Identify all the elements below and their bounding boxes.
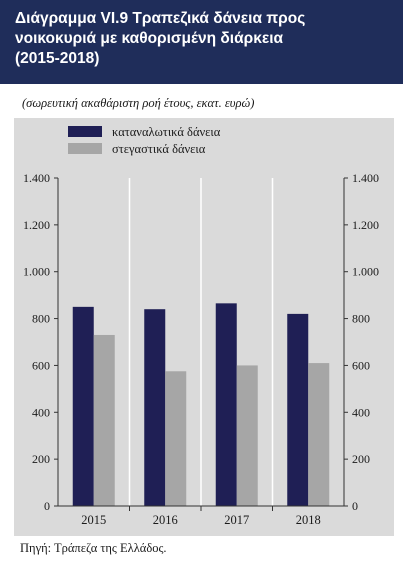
bar-consumer-2016	[144, 309, 166, 506]
y-tick-label-left: 1.000	[23, 265, 50, 279]
y-tick-label-right: 600	[352, 358, 370, 372]
bar-housing-2016	[165, 371, 187, 506]
chart-panel: 0 0 200 200 400 400 600 600 800 800 1.000 1.000 1.20…	[14, 118, 394, 536]
chart-title-line-3: (2015-2018)	[15, 50, 100, 67]
y-tick-label-right: 1.000	[352, 265, 379, 279]
chart-subtitle: (σωρευτική ακαθάριστη ροή έτους, εκατ. ε…	[22, 96, 255, 110]
y-tick-label-right: 400	[352, 405, 370, 419]
y-tick-label-left: 1.200	[23, 218, 50, 232]
y-tick-label-left: 400	[32, 405, 50, 419]
chart-title-line-1: Διάγραμμα VI.9 Τραπεζικά δάνεια προς	[15, 10, 306, 27]
legend-swatch-0	[68, 126, 102, 137]
bar-consumer-2017	[215, 303, 237, 506]
chart-header: Διάγραμμα VI.9 Τραπεζικά δάνεια προς νοι…	[0, 0, 403, 84]
y-tick-label-right: 1.200	[352, 218, 379, 232]
y-tick-label-left: 0	[44, 499, 50, 513]
legend-label-1: στεγαστικά δάνεια	[112, 142, 206, 156]
legend-label-0: καταναλωτικά δάνεια	[112, 125, 221, 139]
x-tick-label-2017: 2017	[224, 513, 249, 527]
y-tick-label-left: 1.400	[23, 171, 50, 185]
x-tick-label-2015: 2015	[81, 513, 106, 527]
x-tick-label-2016: 2016	[153, 513, 178, 527]
bar-chart: 0 0 200 200 400 400 600 600 800 800 1.000 1.000 1.20…	[23, 125, 379, 527]
y-tick-label-right: 800	[352, 312, 370, 326]
y-tick-label-right: 1.400	[352, 171, 379, 185]
source-note: Πηγή: Τράπεζα της Ελλάδος.	[20, 541, 167, 555]
bar-consumer-2018	[287, 313, 309, 506]
y-tick-label-left: 800	[32, 312, 50, 326]
y-tick-label-left: 200	[32, 452, 50, 466]
bar-consumer-2015	[72, 306, 94, 506]
y-tick-label-right: 200	[352, 452, 370, 466]
y-tick-label-left: 600	[32, 358, 50, 372]
bar-housing-2015	[93, 334, 115, 506]
bar-housing-2017	[236, 365, 258, 506]
y-tick-label-right: 0	[352, 499, 358, 513]
bar-housing-2018	[308, 363, 330, 506]
x-tick-label-2018: 2018	[296, 513, 321, 527]
chart-title-line-2: νοικοκυριά με καθορισμένη διάρκεια	[15, 30, 284, 47]
legend-swatch-1	[68, 143, 102, 154]
